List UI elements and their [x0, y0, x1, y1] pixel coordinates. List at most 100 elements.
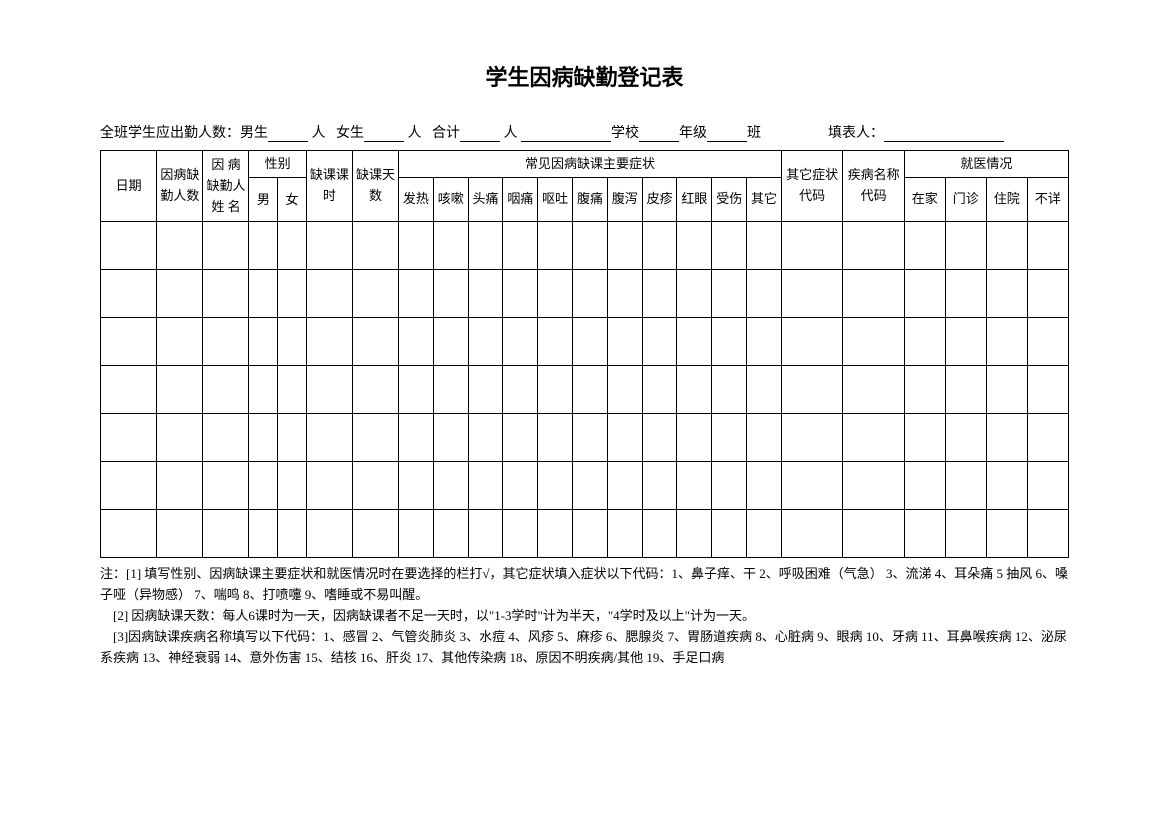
table-cell [203, 222, 249, 270]
table-cell [101, 510, 157, 558]
col-gender-male: 男 [249, 178, 278, 222]
table-cell [573, 462, 608, 510]
table-cell [203, 462, 249, 510]
table-cell [945, 414, 986, 462]
table-cell [573, 510, 608, 558]
table-cell [747, 270, 782, 318]
grade-blank [639, 126, 679, 142]
table-cell [677, 222, 712, 270]
table-cell [747, 366, 782, 414]
table-cell [642, 414, 677, 462]
person-unit-1: 人 [312, 126, 326, 141]
table-cell [433, 510, 468, 558]
col-symptom-sorethroat: 咽痛 [503, 178, 538, 222]
table-cell [433, 414, 468, 462]
note-line-3: [3]因病缺课疾病名称填写以下代码：1、感冒 2、气管炎肺炎 3、水痘 4、风疹… [100, 627, 1069, 669]
table-cell [677, 414, 712, 462]
table-cell [398, 510, 433, 558]
table-cell [538, 414, 573, 462]
table-cell [306, 510, 352, 558]
table-cell [306, 414, 352, 462]
table-cell [945, 462, 986, 510]
table-cell [306, 270, 352, 318]
table-cell [843, 366, 904, 414]
table-cell [398, 366, 433, 414]
table-cell [306, 462, 352, 510]
table-cell [157, 270, 203, 318]
table-cell [986, 222, 1027, 270]
table-cell [986, 270, 1027, 318]
table-cell [352, 462, 398, 510]
table-cell [352, 414, 398, 462]
table-cell [468, 318, 503, 366]
table-cell [677, 366, 712, 414]
table-cell [781, 318, 842, 366]
table-cell [781, 222, 842, 270]
table-cell [642, 510, 677, 558]
table-cell [945, 366, 986, 414]
col-medical-hospital: 住院 [986, 178, 1027, 222]
table-cell [642, 222, 677, 270]
table-cell [607, 462, 642, 510]
table-cell [157, 366, 203, 414]
col-symptom-headache: 头痛 [468, 178, 503, 222]
table-cell [1027, 318, 1068, 366]
female-label: 女生 [336, 126, 364, 141]
table-cell [101, 462, 157, 510]
table-cell [398, 222, 433, 270]
table-cell [677, 270, 712, 318]
table-row [101, 318, 1069, 366]
person-unit-3: 人 [504, 126, 518, 141]
table-cell [203, 414, 249, 462]
table-row [101, 222, 1069, 270]
table-body [101, 222, 1069, 558]
table-cell [607, 414, 642, 462]
table-cell [306, 366, 352, 414]
table-cell [101, 414, 157, 462]
table-cell [843, 462, 904, 510]
table-cell [278, 270, 307, 318]
table-cell [843, 414, 904, 462]
table-cell [781, 462, 842, 510]
table-cell [249, 510, 278, 558]
table-cell [538, 462, 573, 510]
table-cell [433, 366, 468, 414]
table-cell [904, 270, 945, 318]
person-unit-2: 人 [408, 126, 422, 141]
table-cell [573, 270, 608, 318]
table-cell [503, 414, 538, 462]
table-cell [843, 510, 904, 558]
col-symptom-other: 其它 [747, 178, 782, 222]
note-line-1: 注：[1] 填写性别、因病缺课主要症状和就医情况时在要选择的栏打√，其它症状填入… [100, 564, 1069, 606]
table-cell [1027, 414, 1068, 462]
table-cell [468, 462, 503, 510]
table-cell [712, 462, 747, 510]
col-symptom-rash: 皮疹 [642, 178, 677, 222]
table-cell [573, 414, 608, 462]
table-cell [249, 222, 278, 270]
col-absent-name: 因 病缺勤人姓 名 [203, 151, 249, 222]
col-symptom-diarrhea: 腹泻 [607, 178, 642, 222]
table-cell [157, 462, 203, 510]
table-cell [712, 270, 747, 318]
table-cell [1027, 462, 1068, 510]
table-cell [573, 366, 608, 414]
col-other-symptom-code: 其它症状代码 [781, 151, 842, 222]
filler-blank [884, 126, 1004, 142]
table-cell [249, 462, 278, 510]
col-disease-name-code: 疾病名称代码 [843, 151, 904, 222]
table-cell [157, 222, 203, 270]
table-cell [278, 414, 307, 462]
table-cell [203, 366, 249, 414]
col-gender-female: 女 [278, 178, 307, 222]
total-label: 合计 [432, 126, 460, 141]
table-cell [157, 510, 203, 558]
class-label: 班 [747, 126, 761, 141]
col-symptoms-header: 常见因病缺课主要症状 [398, 151, 781, 178]
table-cell [433, 462, 468, 510]
table-cell [249, 318, 278, 366]
table-cell [986, 462, 1027, 510]
table-row [101, 414, 1069, 462]
table-cell [642, 270, 677, 318]
col-symptom-stomachache: 腹痛 [573, 178, 608, 222]
